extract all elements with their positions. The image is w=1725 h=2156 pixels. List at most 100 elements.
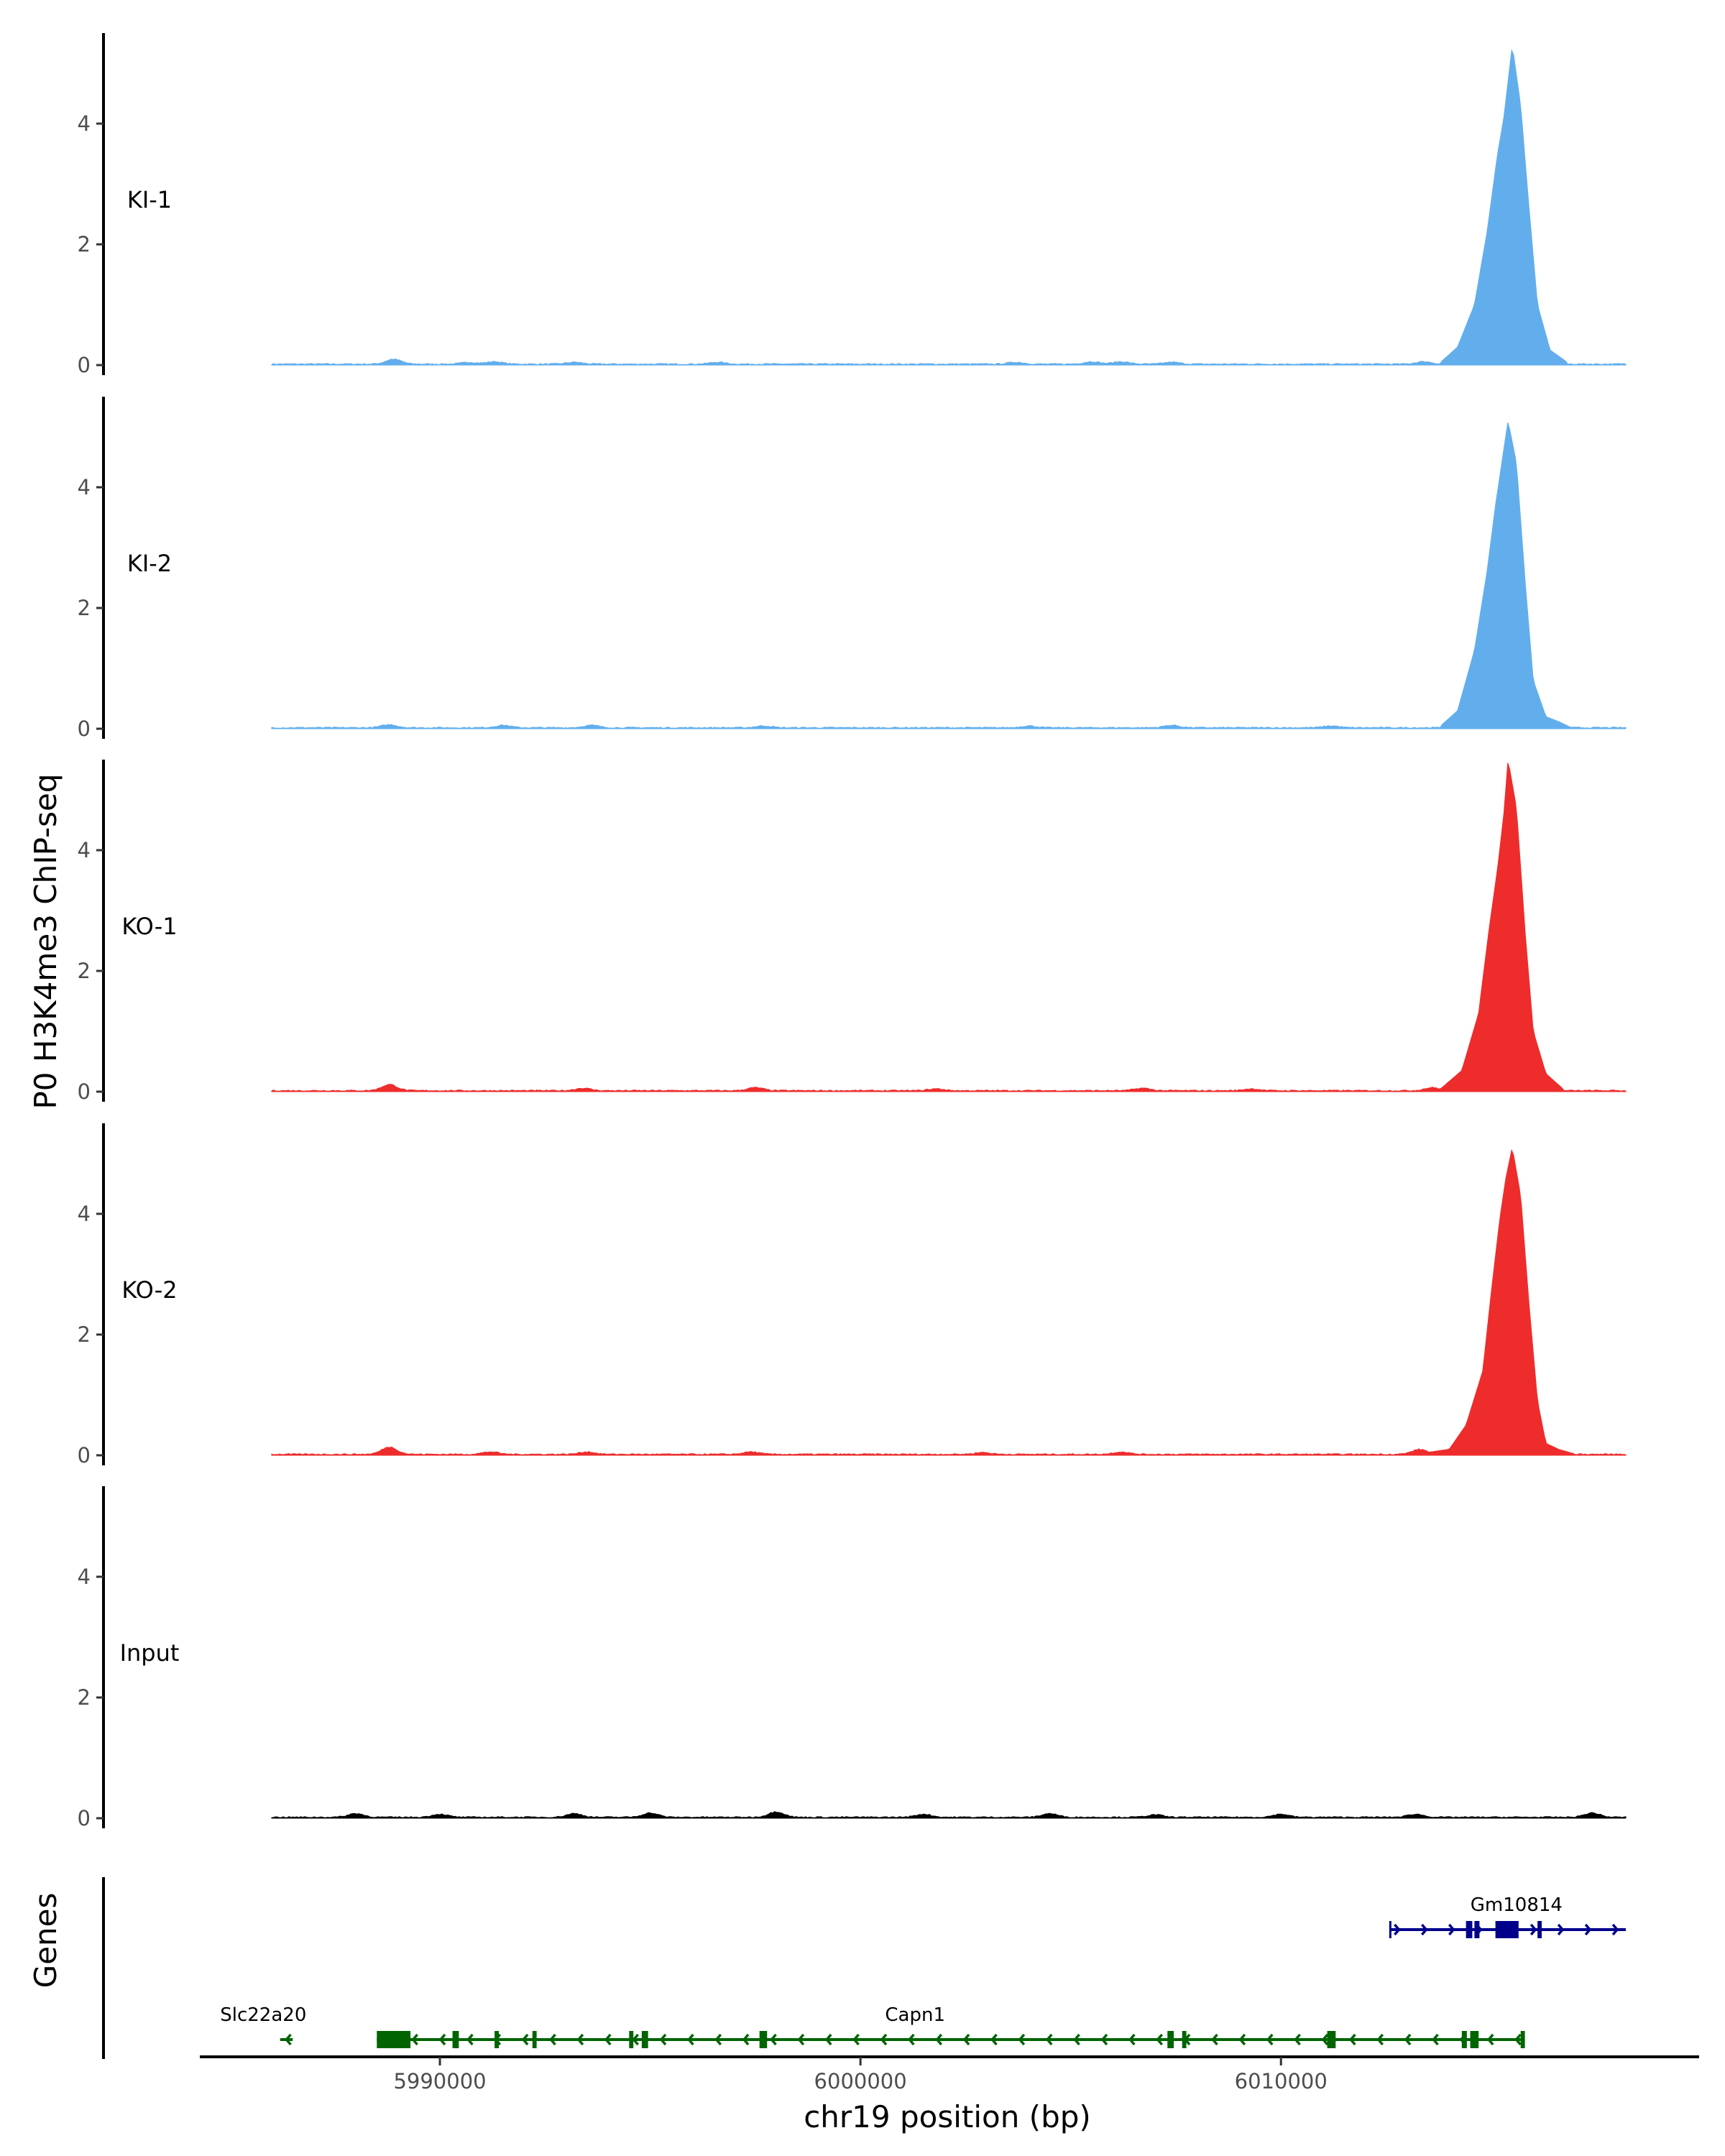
track-ko-2: 0 2 4 KO-2 [78, 1123, 1627, 1468]
y-tick-label: 0 [78, 1806, 91, 1830]
y-tick-label: 4 [78, 1565, 91, 1589]
y-tick-label: 2 [78, 596, 91, 620]
strand-arrow [714, 2033, 722, 2046]
strand-arrow [824, 2033, 832, 2046]
strand-arrow [1557, 1923, 1565, 1936]
strand-arrow [466, 2033, 474, 2046]
y-tick-label: 4 [78, 475, 91, 499]
strand-arrow [1611, 1923, 1619, 1936]
track-ki-2: 0 2 4 KI-2 [78, 397, 1627, 741]
gene-capn1: Capn1 [377, 2004, 1525, 2048]
strand-arrow [604, 2033, 612, 2046]
genes-axis-title: Genes [28, 1893, 63, 1989]
exon [1167, 2031, 1174, 2048]
strand-arrow [1394, 1923, 1401, 1936]
strand-arrow [285, 2033, 292, 2046]
strand-arrow [549, 2033, 556, 2046]
exon [1495, 1921, 1519, 1938]
y-tick-label: 2 [78, 1685, 91, 1710]
strand-arrow [632, 2033, 639, 2046]
strand-arrow [1073, 2033, 1080, 2046]
strand-arrow [1584, 1923, 1592, 1936]
y-tick-label: 2 [78, 1322, 91, 1347]
strand-arrow [770, 2033, 777, 2046]
exon [1327, 2031, 1336, 2048]
exon [1466, 1921, 1473, 1938]
strand-arrow [797, 2033, 805, 2046]
y-axis-title: P0 H3K4me3 ChIP-seq [28, 773, 63, 1109]
track-label: KO-1 [121, 913, 177, 940]
strand-arrow [742, 2033, 750, 2046]
exon [1520, 2031, 1525, 2048]
strand-arrow [521, 2033, 529, 2046]
strand-arrow [1018, 2033, 1026, 2046]
strand-arrow [1486, 2033, 1494, 2046]
strand-arrow [1404, 2033, 1412, 2046]
strand-arrow [990, 2033, 998, 2046]
strand-arrow [1448, 1923, 1455, 1936]
strand-arrow [1100, 2033, 1108, 2046]
x-axis: 5990000 6000000 6010000 [200, 2055, 1699, 2093]
y-tick-label: 0 [78, 353, 91, 377]
track-ko-1: 0 2 4 KO-1 [78, 760, 1627, 1104]
strand-arrow [1211, 2033, 1218, 2046]
x-tick-label: 5990000 [393, 2069, 486, 2093]
signal-area-ko-1 [271, 763, 1627, 1092]
strand-arrow [1238, 2033, 1246, 2046]
strand-arrow [659, 2033, 667, 2046]
track-input: 0 2 4 Input [78, 1486, 1627, 1830]
signal-area-ki-2 [271, 422, 1627, 729]
strand-arrow [1156, 2033, 1164, 2046]
y-tick-label: 0 [78, 1079, 91, 1104]
strand-arrow [962, 2033, 970, 2046]
strand-arrow [908, 2033, 915, 2046]
strand-arrow [880, 2033, 888, 2046]
strand-arrow [1349, 2033, 1356, 2046]
exon [1182, 2031, 1187, 2048]
signal-area-ko-2 [271, 1148, 1627, 1456]
strand-arrow [411, 2033, 418, 2046]
strand-arrow [1294, 2033, 1301, 2046]
genes-panel: Genes Gm10814 Capn1 Slc22a20 [28, 1877, 1626, 2059]
strand-arrow [1514, 2033, 1522, 2046]
strand-arrow [1266, 2033, 1274, 2046]
gene-label: Capn1 [885, 2004, 945, 2026]
exon [629, 2031, 634, 2048]
track-label: KO-2 [121, 1276, 177, 1304]
exon [452, 2031, 459, 2048]
y-tick-label: 4 [78, 1202, 91, 1226]
strand-arrow [1128, 2033, 1136, 2046]
exon [641, 2031, 648, 2048]
y-tick-label: 4 [78, 838, 91, 862]
signal-area-ki-1 [271, 48, 1627, 366]
signal-tracks: 0 2 4 KI-1 0 2 4 KI-2 0 2 4 KO-1 0 2 4 KO-2 0 2 4 Input [78, 33, 1627, 1830]
strand-arrow [1530, 1923, 1537, 1936]
exon [1470, 2031, 1479, 2048]
track-label: Input [120, 1639, 180, 1667]
gene-gm10814: Gm10814 [1389, 1894, 1626, 1938]
x-axis-title: chr19 position (bp) [804, 2099, 1091, 2134]
strand-arrow [687, 2033, 694, 2046]
y-tick-label: 0 [78, 1443, 91, 1468]
y-tick-label: 4 [78, 111, 91, 136]
exon [1474, 1921, 1480, 1938]
exon [1537, 1921, 1542, 1938]
strand-arrow [1432, 2033, 1439, 2046]
x-tick-label: 6010000 [1235, 2069, 1328, 2093]
gene-slc22a20: Slc22a20 [220, 2004, 306, 2046]
gene-label: Gm10814 [1471, 1894, 1563, 1916]
strand-arrow [852, 2033, 860, 2046]
strand-arrow [576, 2033, 584, 2046]
exon [377, 2031, 411, 2048]
track-label: KI-1 [127, 186, 172, 213]
strand-arrow [1045, 2033, 1053, 2046]
exon [759, 2031, 768, 2048]
strand-arrow [1321, 2033, 1329, 2046]
strand-arrow [935, 2033, 943, 2046]
gene-label: Slc22a20 [220, 2004, 306, 2026]
strand-arrow [1420, 1923, 1428, 1936]
signal-area-input [271, 1811, 1627, 1819]
track-label: KI-2 [127, 550, 172, 577]
x-tick-label: 6000000 [814, 2069, 907, 2093]
